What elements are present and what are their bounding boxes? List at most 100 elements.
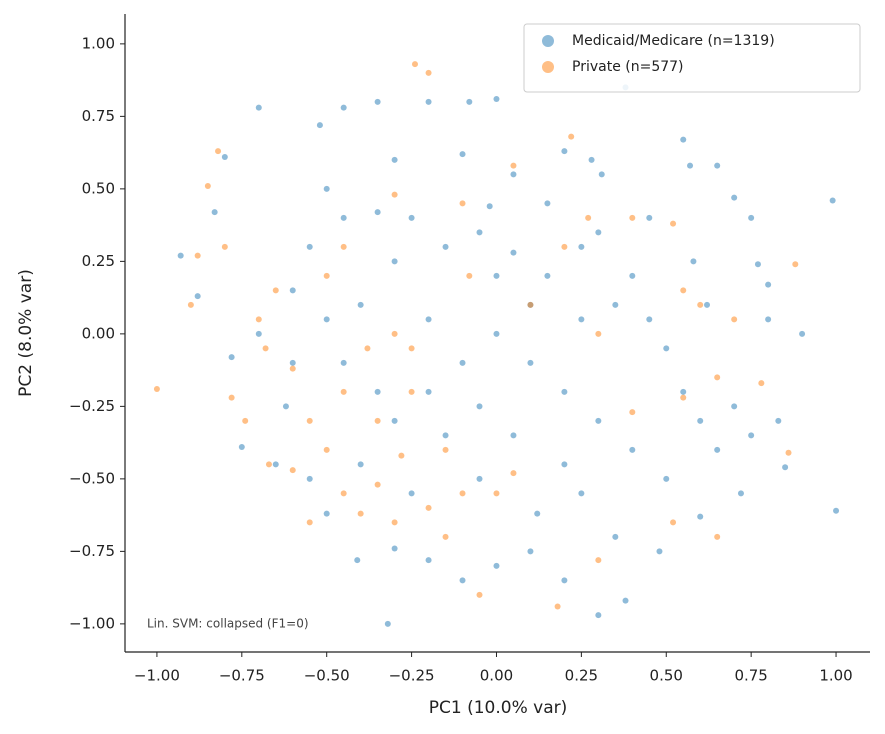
point: [578, 316, 585, 323]
point: [544, 272, 551, 279]
point: [340, 243, 347, 250]
point: [629, 409, 636, 416]
point: [792, 261, 799, 268]
point: [704, 301, 711, 308]
plot-area: [153, 61, 840, 627]
y-tick-label: 0.75: [82, 107, 115, 125]
legend-marker: [542, 35, 554, 47]
point: [748, 214, 755, 221]
point: [228, 394, 235, 401]
x-tick-label: −0.75: [219, 667, 265, 685]
point: [194, 293, 201, 300]
point: [289, 467, 296, 474]
point: [670, 519, 677, 526]
point: [510, 432, 517, 439]
point: [486, 203, 493, 210]
point: [765, 316, 772, 323]
point: [731, 194, 738, 201]
point: [411, 61, 418, 68]
point: [374, 481, 381, 488]
point: [737, 490, 744, 497]
point: [697, 301, 704, 308]
point: [656, 548, 663, 555]
point: [595, 612, 602, 619]
point: [323, 446, 330, 453]
point: [510, 470, 517, 477]
point: [221, 153, 228, 160]
point: [306, 243, 313, 250]
point: [323, 185, 330, 192]
point: [425, 69, 432, 76]
point: [466, 98, 473, 105]
point: [398, 452, 405, 459]
point: [612, 533, 619, 540]
point: [680, 394, 687, 401]
x-tick-label: 0.50: [650, 667, 683, 685]
point: [687, 162, 694, 169]
point: [476, 475, 483, 482]
point: [534, 510, 541, 517]
x-axis-title: PC1 (10.0% var): [429, 698, 567, 718]
point: [554, 603, 561, 610]
point: [493, 490, 500, 497]
point: [391, 330, 398, 337]
point: [425, 557, 432, 564]
y-tick-label: 0.50: [82, 179, 115, 197]
x-tick-label: −0.50: [304, 667, 350, 685]
point: [598, 171, 605, 178]
point: [690, 258, 697, 265]
point: [289, 365, 296, 372]
point: [459, 151, 466, 158]
point: [466, 272, 473, 279]
point: [459, 490, 466, 497]
point: [204, 182, 211, 189]
point: [153, 385, 160, 392]
point: [442, 533, 449, 540]
point: [748, 432, 755, 439]
y-axis-title: PC2 (8.0% var): [16, 269, 36, 397]
point: [829, 197, 836, 204]
point: [262, 345, 269, 352]
point: [211, 209, 218, 216]
point: [340, 104, 347, 111]
point: [265, 461, 272, 468]
point: [714, 162, 721, 169]
point: [442, 446, 449, 453]
y-tick-label: 0.25: [82, 252, 115, 270]
point: [629, 446, 636, 453]
point: [510, 171, 517, 178]
y-tick-label: −0.25: [69, 397, 115, 415]
point: [228, 354, 235, 361]
point: [391, 191, 398, 198]
point: [374, 388, 381, 395]
x-tick-label: 0.25: [565, 667, 598, 685]
point: [357, 461, 364, 468]
point: [408, 345, 415, 352]
point: [680, 136, 687, 143]
point: [646, 316, 653, 323]
point: [646, 214, 653, 221]
point: [289, 287, 296, 294]
point: [177, 252, 184, 259]
point: [391, 417, 398, 424]
point: [680, 287, 687, 294]
point: [323, 510, 330, 517]
point: [255, 316, 262, 323]
point: [255, 330, 262, 337]
point: [714, 446, 721, 453]
point: [595, 330, 602, 337]
point: [663, 475, 670, 482]
legend-label: Medicaid/Medicare (n=1319): [572, 33, 775, 49]
point: [527, 548, 534, 555]
point: [282, 403, 289, 410]
point: [670, 220, 677, 227]
point: [561, 461, 568, 468]
legend-label: Private (n=577): [572, 59, 684, 75]
point: [561, 148, 568, 155]
point: [799, 330, 806, 337]
point: [323, 316, 330, 323]
point: [194, 252, 201, 259]
point: [510, 162, 517, 169]
point: [272, 461, 279, 468]
